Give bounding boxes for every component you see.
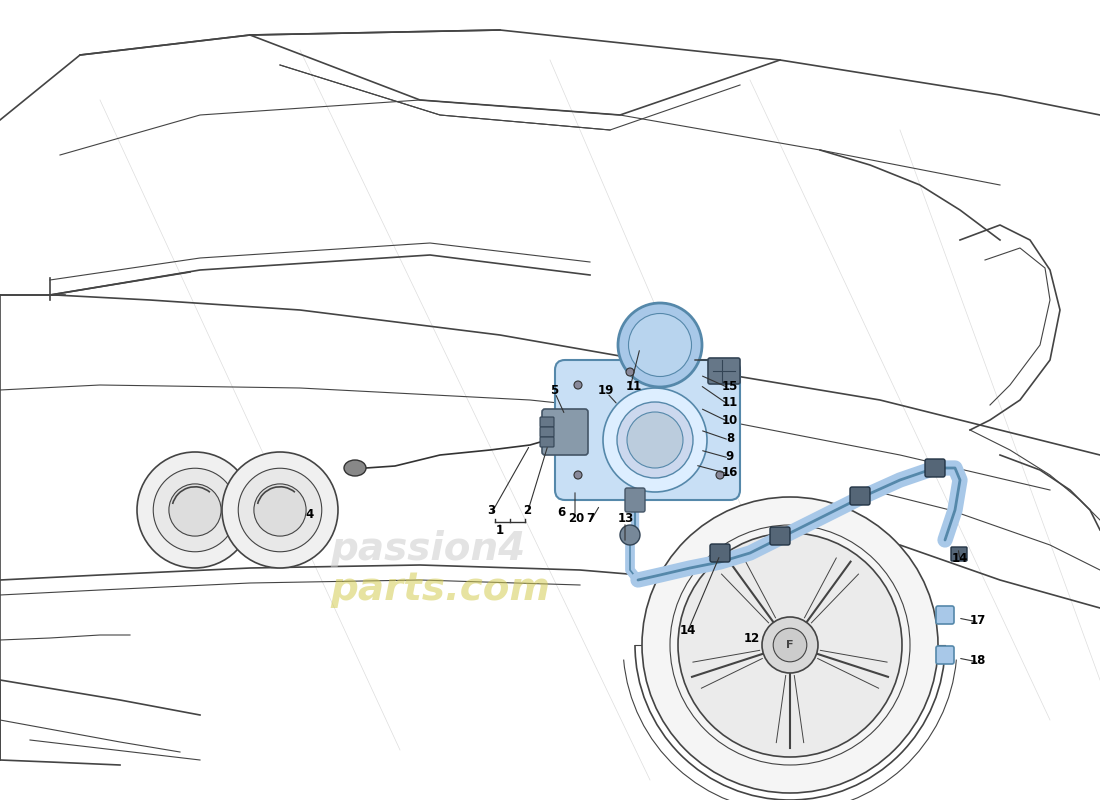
Ellipse shape [344, 460, 366, 476]
Text: 1: 1 [496, 523, 504, 537]
FancyBboxPatch shape [625, 488, 645, 512]
Circle shape [628, 314, 692, 377]
Text: passion4: passion4 [330, 530, 525, 568]
FancyBboxPatch shape [542, 409, 588, 455]
Text: 10: 10 [722, 414, 738, 426]
FancyBboxPatch shape [952, 547, 967, 561]
Circle shape [574, 471, 582, 479]
Text: 4: 4 [306, 509, 315, 522]
FancyBboxPatch shape [710, 544, 730, 562]
FancyBboxPatch shape [936, 606, 954, 624]
Circle shape [678, 533, 902, 757]
FancyBboxPatch shape [936, 646, 954, 664]
Circle shape [716, 471, 724, 479]
FancyBboxPatch shape [850, 487, 870, 505]
Text: 2: 2 [522, 505, 531, 518]
Text: 3: 3 [487, 505, 495, 518]
Text: F: F [786, 640, 794, 650]
Circle shape [642, 497, 938, 793]
Text: 9: 9 [726, 450, 734, 463]
Text: 12: 12 [744, 631, 760, 645]
Circle shape [574, 381, 582, 389]
Circle shape [153, 468, 236, 552]
Circle shape [626, 368, 634, 376]
Circle shape [138, 452, 253, 568]
Circle shape [627, 412, 683, 468]
Circle shape [762, 617, 818, 673]
FancyBboxPatch shape [770, 527, 790, 545]
FancyBboxPatch shape [556, 360, 740, 500]
Text: parts.com: parts.com [330, 570, 550, 608]
Circle shape [254, 484, 306, 536]
Text: 14: 14 [952, 551, 968, 565]
Circle shape [618, 303, 702, 387]
FancyBboxPatch shape [540, 427, 554, 437]
Circle shape [222, 452, 338, 568]
Text: 11: 11 [722, 397, 738, 410]
FancyBboxPatch shape [540, 437, 554, 447]
Text: 13: 13 [618, 513, 634, 526]
Text: 8: 8 [726, 431, 734, 445]
Text: 6: 6 [557, 506, 565, 519]
Text: 20: 20 [568, 513, 584, 526]
Circle shape [773, 628, 806, 662]
Text: 15: 15 [722, 379, 738, 393]
Text: 11: 11 [626, 379, 642, 393]
Circle shape [239, 468, 322, 552]
Text: 19: 19 [597, 383, 614, 397]
FancyBboxPatch shape [708, 358, 740, 384]
Circle shape [603, 388, 707, 492]
Text: 7: 7 [586, 513, 594, 526]
Text: 17: 17 [970, 614, 986, 626]
Circle shape [169, 484, 221, 536]
Circle shape [620, 525, 640, 545]
FancyBboxPatch shape [540, 417, 554, 427]
Text: 16: 16 [722, 466, 738, 478]
Text: 14: 14 [680, 625, 696, 638]
FancyBboxPatch shape [925, 459, 945, 477]
Text: 18: 18 [970, 654, 987, 666]
Circle shape [617, 402, 693, 478]
Text: 5: 5 [550, 383, 558, 397]
